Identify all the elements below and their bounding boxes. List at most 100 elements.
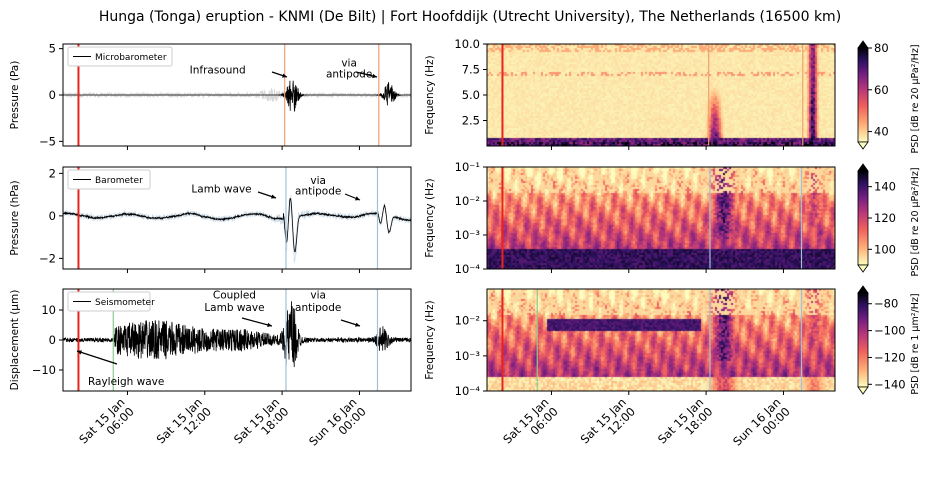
annotation-label: via	[310, 290, 326, 302]
plot-area	[63, 301, 411, 368]
colorbar-extend-top	[857, 40, 869, 49]
axes-frame	[486, 166, 836, 270]
annotation-label: Rayleigh wave	[88, 376, 164, 388]
signal-trace	[63, 198, 411, 253]
colorbar-tick-label: 80	[874, 41, 889, 55]
colorbar-tick-label: −80	[874, 297, 898, 311]
colorbar-tick-label: −140	[874, 377, 906, 391]
colorbar-label: PSD [dB re 20 μPa²/Hz]	[910, 44, 921, 153]
legend: Microbarometer	[67, 46, 173, 67]
y-tick-label: 5.0	[462, 88, 480, 102]
annotation-arrowhead	[355, 322, 360, 327]
colorbar	[857, 170, 869, 266]
annotation-arrow	[241, 317, 273, 327]
spectrogram-image	[487, 44, 835, 146]
y-tick-label: 7.5	[462, 63, 480, 77]
annotation-arrowhead	[355, 196, 360, 201]
filtered-trace	[63, 194, 411, 264]
colorbar-label: PSD [dB re 1 μm²/Hz]	[910, 293, 921, 394]
legend-box	[67, 46, 173, 67]
y-tick-label: 0	[49, 333, 56, 347]
signal-trace	[63, 80, 411, 113]
y-tick-label: 10⁻²	[455, 314, 480, 328]
annotation-label: via	[310, 175, 326, 187]
annotation-label: Lamb wave	[191, 184, 251, 196]
y-axis-label: Frequency (Hz)	[424, 178, 436, 257]
spectrogram-image	[487, 167, 835, 269]
y-axis-label: Pressure (Pa)	[9, 61, 21, 130]
annotation-label: Coupled	[213, 290, 256, 302]
legend: Barometer	[67, 169, 151, 190]
annotation-label: antipode	[295, 186, 341, 198]
colorbar	[857, 47, 869, 143]
y-axis-label: Displacement (μm)	[9, 290, 21, 391]
y-axis-label: Frequency (Hz)	[424, 300, 436, 379]
legend-box	[67, 291, 151, 312]
colorbar-extend-top	[857, 285, 869, 294]
colorbar-tick-label: 100	[874, 242, 896, 256]
y-tick-label: 2.5	[462, 114, 480, 128]
colorbar-tick-label: 40	[874, 125, 889, 139]
plot-area	[63, 80, 411, 113]
annotation-label: via	[341, 57, 357, 69]
annotation-label: Lamb wave	[204, 302, 264, 314]
colorbar-extend-bottom	[857, 141, 869, 150]
y-axis-label: Pressure (hPa)	[9, 180, 21, 255]
spectrogram-canvas	[487, 44, 835, 146]
annotation-arrow	[76, 350, 118, 365]
axes-frame	[486, 288, 836, 392]
y-tick-label: −5	[39, 134, 56, 148]
colorbar-tick-label: 120	[874, 211, 896, 225]
colorbar-extend-top	[857, 163, 869, 172]
legend-label: Seismometer	[95, 298, 155, 308]
colorbar-extend-bottom	[857, 386, 869, 395]
annotation-arrowhead	[282, 73, 287, 78]
colorbar-tick-label: 60	[874, 83, 889, 97]
y-tick-label: 10	[41, 303, 56, 317]
annotation-label: antipode	[295, 302, 341, 314]
spectrogram-canvas	[487, 167, 835, 269]
noise-trace	[63, 87, 411, 103]
axes-frame	[62, 166, 412, 270]
annotation-label: Infrasound	[190, 65, 246, 77]
y-tick-label: 10⁻⁴	[455, 384, 481, 398]
y-tick-label: 10⁻³	[455, 349, 481, 363]
colorbar-tick-label: 140	[874, 180, 896, 194]
y-tick-label: 2	[49, 166, 56, 180]
annotation-arrowhead	[271, 194, 276, 199]
spectrogram-image	[487, 289, 835, 391]
y-tick-label: −2	[39, 251, 56, 265]
colorbar-extend-bottom	[857, 264, 869, 273]
colorbar-tick-label: −100	[874, 324, 906, 338]
colorbar-label: PSD [dB re 20 μPa²/Hz]	[910, 167, 921, 276]
legend: Seismometer	[67, 291, 155, 312]
signal-trace	[63, 301, 411, 368]
y-tick-label: −10	[32, 363, 56, 377]
legend-label: Barometer	[95, 176, 143, 186]
y-tick-label: 10.0	[454, 37, 480, 51]
y-tick-label: 0	[49, 209, 56, 223]
y-tick-label: 5	[49, 42, 56, 56]
annotation-arrowhead	[267, 322, 272, 327]
figure-title: Hunga (Tonga) eruption - KNMI (De Bilt) …	[99, 9, 841, 25]
legend-box	[67, 169, 151, 190]
annotation-arrowhead	[77, 350, 82, 355]
y-tick-label: 10⁻²	[455, 194, 480, 208]
legend-label: Microbarometer	[95, 53, 167, 63]
annotation-label: antipode	[326, 68, 372, 80]
colorbar-tick-label: −120	[874, 350, 906, 364]
spectrogram-canvas	[487, 289, 835, 391]
y-tick-label: 0	[49, 88, 56, 102]
y-tick-label: 10⁻³	[455, 228, 481, 242]
annotation-arrowhead	[372, 73, 377, 79]
plot-area	[63, 194, 411, 264]
y-tick-label: 10⁻¹	[455, 160, 480, 174]
